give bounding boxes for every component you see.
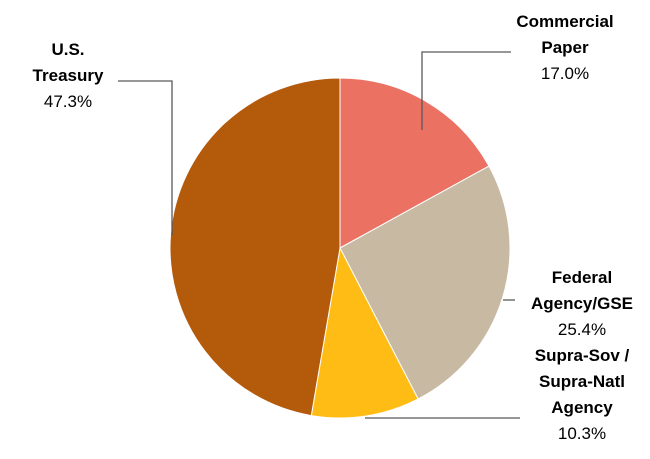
slice-name-line: Agency xyxy=(551,398,613,417)
slice-name-line: Supra-Natl xyxy=(539,372,625,391)
slice-labels: Commercial Paper 17.0% Federal Agency/GSE 25.… xyxy=(33,12,633,443)
slice-value-label: 47.3% xyxy=(44,92,92,111)
pie-slice-u-s-treasury xyxy=(169,77,341,417)
slice-value-label: 17.0% xyxy=(541,64,589,83)
slice-label-u-s-treasury: U.S. Treasury 47.3% xyxy=(33,40,104,111)
slice-value-label: 25.4% xyxy=(558,320,606,339)
slice-label-federal-agency-gse: Federal Agency/GSE 25.4% xyxy=(531,268,633,339)
pie-slice-federal-agency-gse xyxy=(339,165,511,400)
leader-lines xyxy=(118,51,520,419)
slice-name-line: Paper xyxy=(541,38,589,57)
pie-slices xyxy=(169,77,511,419)
slice-name-line: Federal xyxy=(552,268,612,287)
slice-label-commercial-paper: Commercial Paper 17.0% xyxy=(516,12,613,83)
slice-name-line: Commercial xyxy=(516,12,613,31)
slice-name-line: U.S. xyxy=(51,40,84,59)
slice-label-supra-sov-supra-natl-agency: Supra-Sov / Supra-Natl Agency 10.3% xyxy=(535,346,630,443)
slice-name-line: Treasury xyxy=(33,66,104,85)
slice-name-line: Supra-Sov / xyxy=(535,346,630,365)
pie-slice-commercial-paper xyxy=(339,77,490,249)
leader-line-u-s-treasury xyxy=(118,80,173,235)
slice-value-label: 10.3% xyxy=(558,424,606,443)
pie-slice-supra-sov-supra-natl-agency xyxy=(310,246,419,419)
leader-line-commercial-paper xyxy=(421,51,511,130)
slice-name-line: Agency/GSE xyxy=(531,294,633,313)
